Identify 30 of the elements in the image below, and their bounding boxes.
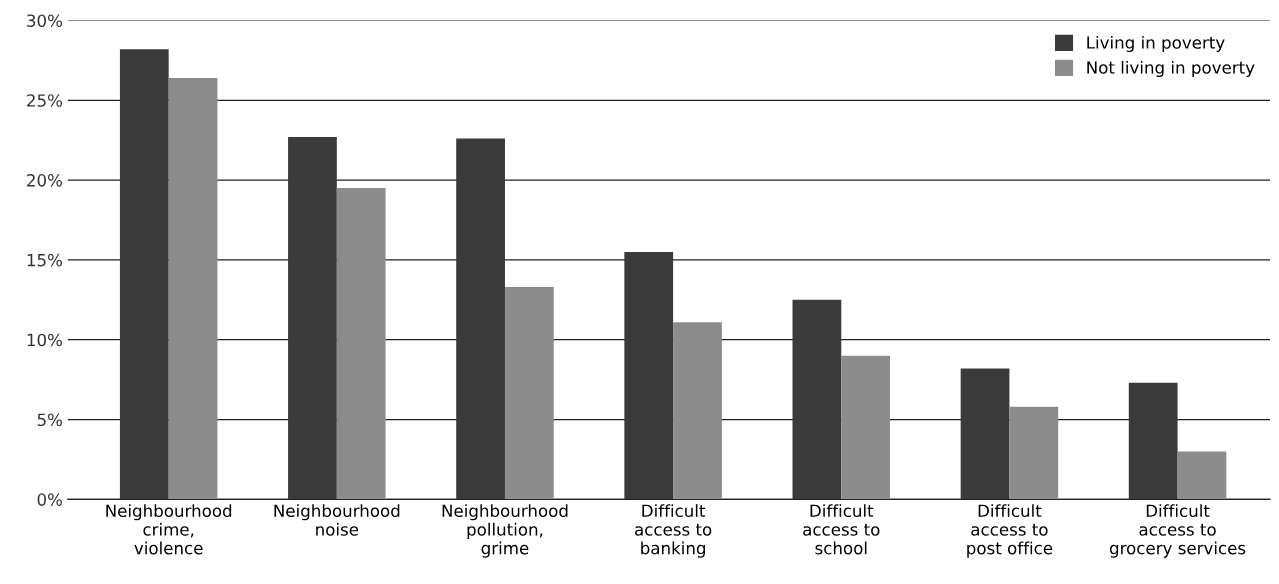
bar <box>841 355 891 500</box>
bar <box>1177 451 1227 500</box>
bar <box>456 138 505 500</box>
bar <box>504 287 554 500</box>
bar <box>1009 406 1059 500</box>
x-tick-label: Difficult access to post office <box>967 504 1053 558</box>
x-tick-label: Difficult access to school <box>803 504 880 555</box>
bar <box>1128 382 1178 500</box>
y-tick-label: 5% <box>37 413 63 427</box>
bar <box>288 136 337 500</box>
bar <box>792 299 842 500</box>
bar <box>624 251 674 500</box>
x-tick-label: Neighbourhood noise <box>274 504 400 536</box>
x-tick-label: Neighbourhood pollution, grime <box>442 504 568 558</box>
x-tick-label: Difficult access to grocery services <box>1109 504 1246 558</box>
y-tick-label: 25% <box>27 94 63 107</box>
bar <box>168 77 218 500</box>
bar <box>673 322 722 500</box>
y-tick-label: 30% <box>27 14 63 28</box>
x-tick-label: Neighbourhood crime, violence <box>106 504 232 555</box>
y-tick-label: 20% <box>27 174 63 187</box>
y-tick-label: 15% <box>27 253 63 267</box>
y-tick-label: 0% <box>37 493 63 506</box>
legend-label: Not living in poverty <box>1087 60 1255 78</box>
bar <box>119 49 169 500</box>
bar <box>960 368 1010 500</box>
legend-label: Living in poverty <box>1087 35 1225 53</box>
bar <box>336 188 386 500</box>
x-tick-label: Difficult access to banking <box>635 504 712 558</box>
y-tick-label: 10% <box>27 333 63 347</box>
